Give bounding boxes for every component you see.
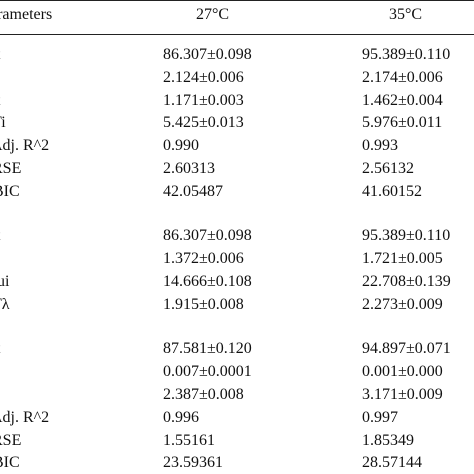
value-27-cell: 2.124±0.006 bbox=[163, 69, 244, 86]
value-35-cell: 95.389±0.110 bbox=[362, 227, 451, 244]
param-cell: Ti bbox=[0, 114, 6, 131]
header-temp-27: 27°C bbox=[196, 6, 230, 23]
value-35-cell: 1.462±0.004 bbox=[362, 92, 443, 109]
value-35-cell: 94.897±0.071 bbox=[362, 340, 451, 357]
table-row: BIC 23.59361 28.57144 bbox=[0, 453, 474, 473]
param-cell: BIC bbox=[0, 183, 20, 200]
value-27-cell: 1.915±0.008 bbox=[163, 296, 244, 313]
table-row: 1.372±0.006 1.721±0.005 bbox=[0, 249, 474, 269]
value-35-cell: 5.976±0.011 bbox=[362, 114, 443, 131]
table-row: Ti 5.425±0.013 5.976±0.011 bbox=[0, 113, 474, 133]
table-row: t 87.581±0.120 94.897±0.071 bbox=[0, 339, 474, 359]
value-27-cell: 1.55161 bbox=[163, 432, 215, 449]
value-27-cell: 86.307±0.098 bbox=[163, 46, 252, 63]
param-cell: Tλ bbox=[0, 296, 10, 313]
value-35-cell: 0.001±0.000 bbox=[362, 363, 443, 380]
table-row: 2.124±0.006 2.174±0.006 bbox=[0, 68, 474, 88]
param-cell: ui bbox=[0, 273, 10, 290]
value-35-cell: 3.171±0.009 bbox=[362, 386, 443, 403]
table-top-rule bbox=[0, 0, 474, 1]
value-35-cell: 41.60152 bbox=[362, 183, 422, 200]
value-35-cell: 2.174±0.006 bbox=[362, 69, 443, 86]
value-27-cell: 42.05487 bbox=[163, 183, 223, 200]
value-35-cell: 1.721±0.005 bbox=[362, 250, 443, 267]
param-cell: Adj. R^2 bbox=[0, 409, 50, 426]
table-row: 0.007±0.0001 0.001±0.000 bbox=[0, 362, 474, 382]
table-row: RSE 1.55161 1.85349 bbox=[0, 431, 474, 451]
value-35-cell: 1.85349 bbox=[362, 432, 414, 449]
header-bottom-rule bbox=[0, 34, 474, 35]
value-27-cell: 87.581±0.120 bbox=[163, 340, 252, 357]
value-35-cell: 0.993 bbox=[362, 137, 398, 154]
param-cell: BIC bbox=[0, 454, 20, 471]
table-row: Tλ 1.915±0.008 2.273±0.009 bbox=[0, 295, 474, 315]
value-27-cell: 0.007±0.0001 bbox=[163, 363, 252, 380]
value-27-cell: 23.59361 bbox=[163, 454, 223, 471]
value-35-cell: 2.56132 bbox=[362, 160, 414, 177]
value-27-cell: 1.372±0.006 bbox=[163, 250, 244, 267]
value-35-cell: 22.708±0.139 bbox=[362, 273, 451, 290]
table-row: t 1.171±0.003 1.462±0.004 bbox=[0, 91, 474, 111]
table-row: Adj. R^2 0.990 0.993 bbox=[0, 136, 474, 156]
value-27-cell: 2.60313 bbox=[163, 160, 215, 177]
table-row: RSE 2.60313 2.56132 bbox=[0, 159, 474, 179]
value-35-cell: 0.997 bbox=[362, 409, 398, 426]
value-35-cell: 28.57144 bbox=[362, 454, 422, 471]
value-27-cell: 1.171±0.003 bbox=[163, 92, 244, 109]
value-27-cell: 0.990 bbox=[163, 137, 199, 154]
value-27-cell: 0.996 bbox=[163, 409, 199, 426]
table-row: t 86.307±0.098 95.389±0.110 bbox=[0, 45, 474, 65]
table-row: 2.387±0.008 3.171±0.009 bbox=[0, 385, 474, 405]
header-temp-35: 35°C bbox=[389, 6, 423, 23]
param-cell: RSE bbox=[0, 432, 22, 449]
table-row: t 86.307±0.098 95.389±0.110 bbox=[0, 226, 474, 246]
table-row: BIC 42.05487 41.60152 bbox=[0, 182, 474, 202]
value-35-cell: 2.273±0.009 bbox=[362, 296, 443, 313]
value-27-cell: 5.425±0.013 bbox=[163, 114, 244, 131]
value-27-cell: 14.666±0.108 bbox=[163, 273, 252, 290]
param-cell: Adj. R^2 bbox=[0, 137, 50, 154]
value-27-cell: 86.307±0.098 bbox=[163, 227, 252, 244]
value-35-cell: 95.389±0.110 bbox=[362, 46, 451, 63]
header-parameters: arameters bbox=[0, 6, 53, 23]
table-row: ui 14.666±0.108 22.708±0.139 bbox=[0, 272, 474, 292]
param-cell: RSE bbox=[0, 160, 22, 177]
table-row: Adj. R^2 0.996 0.997 bbox=[0, 408, 474, 428]
value-27-cell: 2.387±0.008 bbox=[163, 386, 244, 403]
